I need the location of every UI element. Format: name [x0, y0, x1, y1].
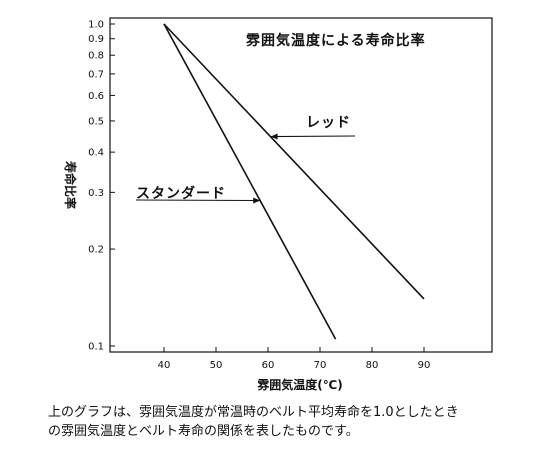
x-axis-title: 雰囲気温度(℃)	[257, 377, 343, 392]
series-line-0	[163, 23, 425, 300]
y-tick-label: 0.7	[88, 69, 104, 80]
arrowhead-0	[270, 133, 278, 140]
leader-line-1	[135, 199, 261, 202]
series-label-0: レッド	[306, 115, 351, 131]
y-axis-title: 寿命比率	[63, 161, 78, 209]
chart: 1.0 0.9 0.8 0.7 0.6 0.5 0.4 0.3 0.2 0.1 40 50 60 70 8…	[63, 17, 493, 392]
y-tick-label: 0.3	[88, 188, 104, 199]
x-tick-label: 70	[314, 360, 327, 371]
y-tick-label: 0.8	[88, 51, 104, 62]
plot-frame	[109, 17, 493, 353]
y-tick-label: 0.1	[88, 342, 104, 353]
y-tick-label: 0.6	[88, 91, 104, 102]
y-tick-label: 0.4	[88, 148, 104, 159]
x-tick-label: 50	[210, 360, 223, 371]
x-axis: 40 50 60 70 80 90	[158, 347, 431, 371]
y-tick-label: 0.2	[88, 245, 104, 256]
caption: 上のグラフは、雰囲気温度が常温時のベルト平均寿命を1.0としたとき の雰囲気温度…	[48, 403, 528, 441]
arrowhead-1	[253, 197, 261, 204]
x-tick-label: 80	[366, 360, 379, 371]
leader-line-0	[270, 135, 356, 138]
y-axis: 1.0 0.9 0.8 0.7 0.6 0.5 0.4 0.3 0.2 0.1	[88, 20, 115, 353]
series-label-1: スタンダード	[136, 185, 226, 202]
x-tick-label: 90	[418, 360, 431, 371]
x-tick-label: 40	[158, 360, 171, 371]
y-tick-label: 0.9	[88, 34, 104, 45]
series-lines	[163, 23, 425, 340]
series-line-1	[163, 23, 337, 340]
y-tick-label: 1.0	[88, 20, 104, 31]
y-tick-label: 0.5	[88, 116, 104, 127]
x-tick-label: 60	[262, 360, 275, 371]
caption-line-1: 上のグラフは、雰囲気温度が常温時のベルト平均寿命を1.0としたとき	[48, 405, 459, 420]
chart-title: 雰囲気温度による寿命比率	[246, 32, 426, 49]
caption-line-2: の雰囲気温度とベルト寿命の関係を表したものです。	[48, 424, 359, 439]
